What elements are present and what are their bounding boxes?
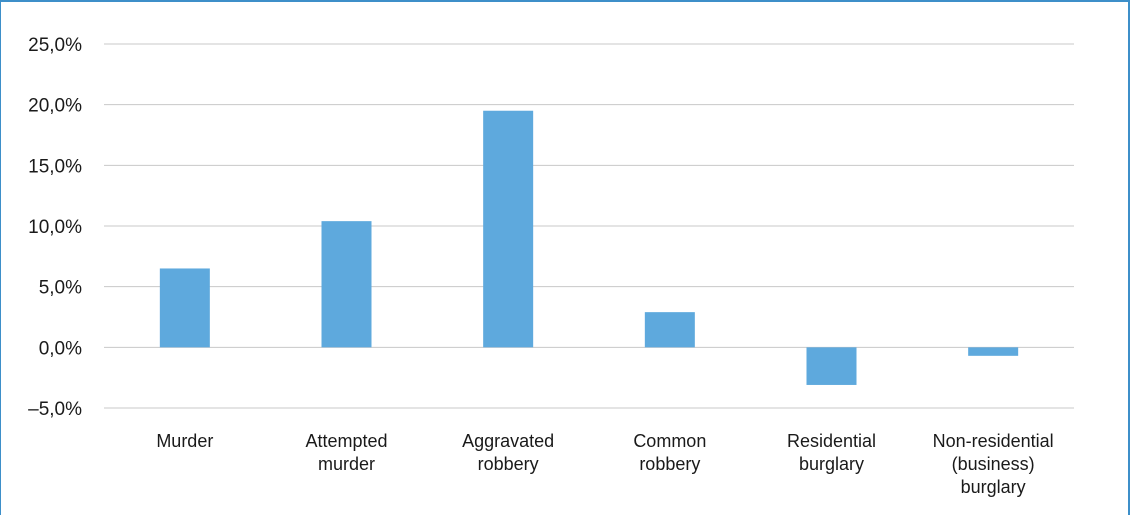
- bar: [968, 347, 1019, 356]
- x-category-label: Non-residential (business) burglary: [933, 431, 1054, 497]
- bar: [159, 268, 210, 348]
- bar: [806, 347, 857, 385]
- x-category-label: Aggravated robbery: [462, 431, 554, 474]
- y-axis-tick-labels: 25,0% 20,0% 15,0% 10,0% 5,0% 0,0% –5,0%: [28, 35, 82, 420]
- bar: [321, 221, 372, 348]
- y-tick-label: 15,0%: [28, 156, 82, 177]
- y-tick-label: 20,0%: [28, 96, 82, 117]
- y-tick-label: –5,0%: [28, 399, 82, 420]
- x-category-label: Attempted murder: [305, 431, 387, 474]
- bar: [644, 312, 695, 348]
- y-tick-label: 10,0%: [28, 217, 82, 238]
- bars: [159, 110, 1019, 385]
- gridlines: [104, 43, 1074, 409]
- y-tick-label: 5,0%: [39, 278, 82, 299]
- x-category-label: Common robbery: [633, 431, 706, 474]
- x-category-label: Murder: [156, 431, 213, 451]
- bar: [483, 110, 534, 348]
- y-tick-label: 25,0%: [28, 35, 82, 56]
- x-axis-category-labels: Murder Attempted murder Aggravated robbery Co…: [156, 431, 1053, 497]
- x-category-label: Residential burglary: [787, 431, 876, 474]
- y-tick-label: 0,0%: [39, 338, 82, 359]
